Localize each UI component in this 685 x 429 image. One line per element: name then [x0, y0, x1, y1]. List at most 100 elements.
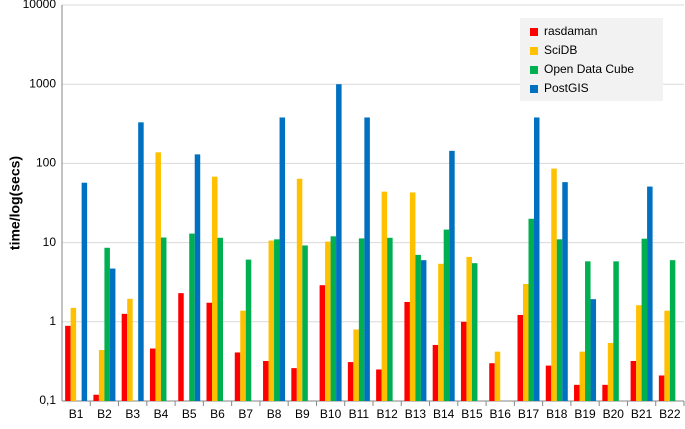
bar [630, 360, 637, 401]
bar [274, 239, 280, 401]
x-tick-label: B7 [238, 407, 253, 421]
bar [574, 384, 580, 401]
bar [664, 310, 670, 401]
bar [641, 238, 648, 401]
bar [245, 259, 252, 401]
x-tick-label: B13 [405, 407, 427, 421]
x-tick-label: B6 [210, 407, 225, 421]
x-tick-label: B1 [69, 407, 84, 421]
bar [409, 192, 416, 401]
bar [65, 325, 71, 401]
bar [268, 240, 275, 401]
bar [155, 152, 161, 401]
x-tick-label: B19 [574, 407, 596, 421]
bar [81, 182, 88, 401]
bar [212, 176, 218, 401]
bar [263, 360, 269, 401]
x-tick-label: B5 [182, 407, 197, 421]
bar [387, 237, 393, 401]
legend-swatch [530, 47, 538, 55]
bar [325, 241, 331, 401]
bar [585, 261, 591, 401]
bar [347, 362, 354, 401]
bar [460, 321, 467, 401]
bar [545, 365, 552, 401]
bar [189, 233, 195, 401]
bar [121, 313, 128, 401]
bar [296, 178, 303, 401]
x-tick-label: B11 [349, 407, 370, 421]
bar [234, 352, 241, 401]
bar [602, 384, 608, 401]
bar [534, 117, 540, 401]
x-tick-label: B18 [546, 407, 568, 421]
x-tick-label: B14 [433, 407, 455, 421]
y-tick-label: 1 [49, 314, 56, 328]
bar [466, 256, 472, 401]
bar [517, 314, 523, 401]
bar [658, 375, 665, 401]
x-tick-label: B9 [295, 407, 310, 421]
bar [138, 122, 144, 402]
x-tick-label: B17 [518, 407, 540, 421]
bar [353, 329, 359, 401]
bar [607, 342, 614, 401]
bar [471, 263, 478, 401]
legend-swatch [530, 85, 538, 93]
x-tick-label: B8 [267, 407, 282, 421]
bar [528, 218, 534, 401]
legend-swatch [530, 66, 538, 74]
bar [404, 301, 410, 401]
y-tick-label: 0,1 [39, 393, 56, 407]
x-tick-label: B16 [490, 407, 512, 421]
bar [104, 247, 110, 401]
x-tick-label: B2 [97, 407, 112, 421]
bar [206, 302, 212, 401]
x-tick-label: B12 [376, 407, 398, 421]
bar [636, 305, 642, 401]
bar [613, 261, 619, 401]
x-tick-label: B3 [125, 407, 140, 421]
bar [364, 117, 370, 401]
bar [217, 237, 223, 401]
legend-swatch [530, 28, 538, 36]
bar [109, 268, 116, 401]
bar [494, 351, 501, 401]
bar [562, 182, 568, 401]
bar [415, 254, 421, 401]
bar [178, 293, 184, 401]
bar [381, 191, 388, 401]
bar [590, 299, 597, 401]
x-tick-label: B15 [461, 407, 483, 421]
x-tick-label: B4 [154, 407, 169, 421]
bar [358, 238, 365, 401]
y-tick-label: 1000 [29, 76, 56, 90]
bar [489, 363, 495, 401]
bar [551, 168, 557, 401]
y-tick-label: 10 [43, 235, 57, 249]
x-tick-label: B20 [603, 407, 625, 421]
x-tick-label: B10 [320, 407, 342, 421]
bar [438, 263, 444, 401]
legend-label: SciDB [544, 43, 577, 57]
legend-label: PostGIS [544, 81, 589, 95]
bar [376, 369, 382, 401]
bar [98, 350, 105, 401]
bar [240, 310, 246, 401]
bar [149, 348, 156, 401]
bar [302, 245, 308, 401]
y-axis-label: time/log(secs) [7, 156, 23, 250]
bar [330, 236, 337, 401]
bar [669, 260, 676, 401]
x-tick-label: B21 [631, 407, 653, 421]
x-tick-label: B22 [659, 407, 681, 421]
bar [93, 394, 99, 401]
bar [70, 307, 77, 401]
bar [420, 260, 427, 401]
bar [432, 344, 439, 401]
legend-label: Open Data Cube [544, 62, 634, 76]
y-tick-label: 100 [36, 156, 56, 170]
bar [194, 154, 201, 401]
bar [556, 239, 563, 401]
